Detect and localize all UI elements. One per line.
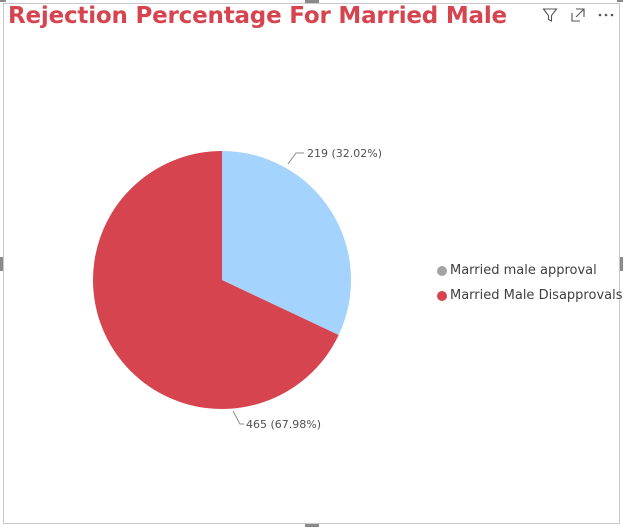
chart-legend: Married male approval Married Male Disap…: [437, 258, 623, 308]
filter-icon[interactable]: [541, 6, 559, 24]
pie-slice-approval[interactable]: [222, 151, 352, 336]
more-options-icon[interactable]: [597, 6, 615, 24]
resize-handle-top-right[interactable]: [617, 0, 623, 2]
resize-handle-bottom[interactable]: [305, 524, 319, 527]
resize-handle-top-left[interactable]: [0, 0, 6, 2]
chart-title: Rejection Percentage For Married Male: [8, 3, 507, 29]
leader-line: [232, 410, 244, 425]
resize-handle-left[interactable]: [0, 257, 3, 271]
resize-handle-right[interactable]: [620, 257, 623, 271]
data-label-disapprovals: 465 (67.98%): [246, 418, 321, 431]
legend-item-disapprovals[interactable]: Married Male Disapprovals: [437, 283, 623, 308]
leader-line: [287, 152, 304, 165]
legend-dot-approval: [437, 265, 447, 276]
resize-handle-top[interactable]: [305, 0, 319, 3]
pie-slice-disapprovals[interactable]: [93, 151, 339, 410]
focus-mode-icon[interactable]: [569, 6, 587, 24]
data-label-approval: 219 (32.02%): [307, 147, 382, 160]
legend-label-approval: Married male approval: [450, 263, 597, 278]
legend-label-disapprovals: Married Male Disapprovals: [450, 288, 623, 303]
legend-item-approval[interactable]: Married male approval: [437, 258, 623, 283]
legend-dot-disapprovals: [437, 290, 447, 301]
visual-toolbar: [541, 6, 615, 24]
